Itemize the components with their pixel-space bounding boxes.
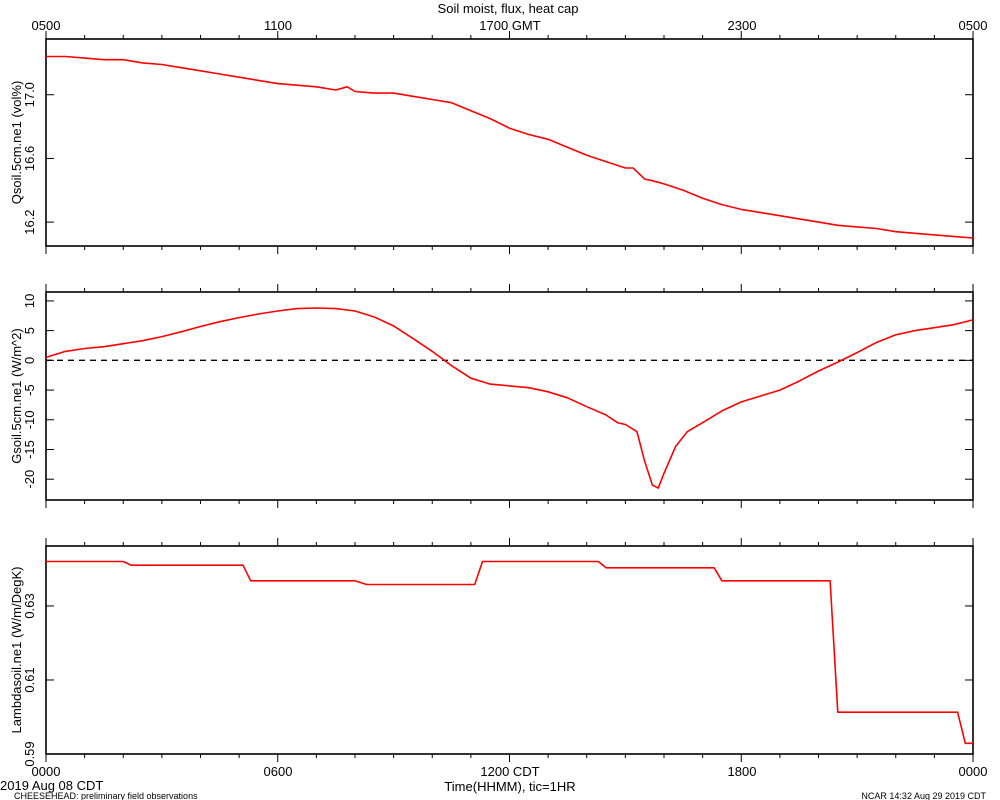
series-line <box>46 560 973 745</box>
footer-right: NCAR 14:32 Aug 29 2019 CDT <box>861 791 986 800</box>
y-axis-label: Qsoil.5cm.ne1 (vol%) <box>9 81 24 205</box>
bottom-tick-label: 1200 CDT <box>480 764 539 779</box>
bottom-tick-label: 1800 <box>728 764 757 779</box>
y-tick-label: 0.59 <box>22 741 37 766</box>
y-tick-label: -5 <box>22 384 37 396</box>
y-axis-label: Gsoil.5cm.ne1 (W/m^2) <box>9 328 24 463</box>
panel-2: -20 -15 -10 -5 0 5 10 Gsoil.5cm.ne1 (W/m^2) <box>9 284 974 508</box>
top-axis-labels: 0500 1100 1700 GMT 2300 0500 <box>32 18 988 33</box>
top-tick-label: 0500 <box>959 18 988 33</box>
x-axis-label: Time(HHMM), tic=1HR <box>444 779 575 794</box>
y-tick-label: 0 <box>22 357 37 364</box>
y-tick-label: 0.61 <box>22 667 37 692</box>
chart-title: Soil moist, flux, heat cap <box>438 1 579 16</box>
top-tick-label: 0500 <box>32 18 61 33</box>
y-tick-label: 5 <box>22 327 37 334</box>
y-tick-label: 17.0 <box>22 82 37 107</box>
top-tick-label: 1700 GMT <box>479 18 540 33</box>
y-tick-label: 16.6 <box>22 146 37 171</box>
plot-frame <box>45 38 974 247</box>
bottom-tick-label: 0600 <box>264 764 293 779</box>
bottom-axis-labels: 0000 0600 1200 CDT 1800 0000 Time(HHMM),… <box>0 764 987 794</box>
y-axis-label: Lambdasoil.ne1 (W/m/DegK) <box>9 567 24 734</box>
plot-frame <box>45 291 974 501</box>
y-tick-label: -15 <box>22 440 37 459</box>
y-tick-label: 0.63 <box>22 593 37 618</box>
bottom-tick-label: 0000 <box>959 764 988 779</box>
series-line <box>45 307 974 489</box>
footer-left: CHEESEHEAD: preliminary field observatio… <box>14 791 198 800</box>
y-tick-label: 10 <box>22 294 37 308</box>
top-tick-label: 1100 <box>264 18 292 33</box>
series-line <box>46 55 974 239</box>
top-tick-label: 2300 <box>728 18 757 33</box>
y-tick-label: -10 <box>22 410 37 429</box>
y-tick-label: 16.2 <box>22 209 37 234</box>
date-label: 2019 Aug 08 CDT <box>0 778 103 793</box>
y-tick-label: -20 <box>22 470 37 489</box>
bottom-tick-label: 0000 <box>32 764 61 779</box>
